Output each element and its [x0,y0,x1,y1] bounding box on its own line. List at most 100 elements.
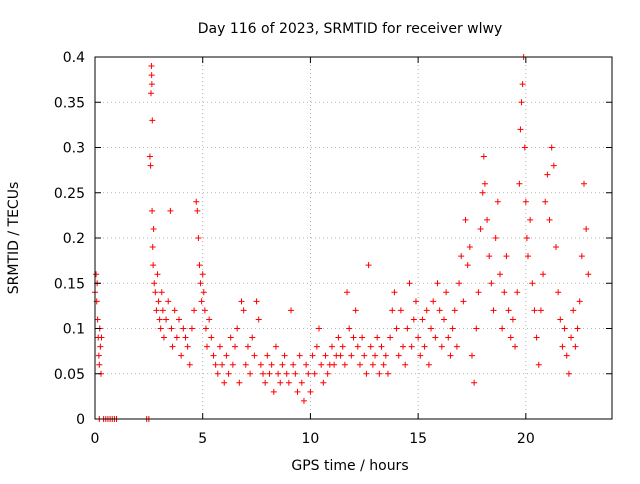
data-point [240,307,247,314]
data-point [572,343,579,350]
data-point [176,316,183,323]
data-point [521,144,528,151]
data-point [247,370,254,377]
data-point [196,262,203,269]
data-point [272,343,279,350]
data-point [402,361,409,368]
data-point [313,343,320,350]
data-point [363,370,370,377]
data-point [555,289,562,296]
data-point [178,352,185,359]
data-point [354,343,361,350]
data-point [395,352,402,359]
data-point [294,388,301,395]
data-point [468,352,475,359]
data-point [285,379,292,386]
y-tick-label: 0.2 [63,231,85,247]
data-point [281,352,288,359]
data-point [434,280,441,287]
data-point [464,262,471,269]
data-point [376,370,383,377]
data-point [148,63,155,70]
data-point [512,343,519,350]
data-point [322,352,329,359]
data-point [505,307,512,314]
data-point [389,307,396,314]
data-point [522,198,529,205]
data-point [425,361,432,368]
chart-title: Day 116 of 2023, SRMTID for receiver wlw… [198,21,503,37]
data-point [404,325,411,332]
data-point [148,81,155,88]
data-point [423,307,430,314]
data-point [180,325,187,332]
data-point [443,289,450,296]
data-point [552,244,559,251]
data-point [212,361,219,368]
data-point [378,343,385,350]
data-point [95,352,102,359]
data-point [223,352,230,359]
data-point [352,307,359,314]
data-point [456,280,463,287]
data-point [544,171,551,178]
data-point [169,343,176,350]
data-point [507,334,514,341]
data-point [479,189,486,196]
data-point [148,90,155,97]
data-point [428,325,435,332]
data-point [499,325,506,332]
y-tick-label: 0 [76,412,85,428]
data-point [198,298,205,305]
data-point [471,379,478,386]
plot-frame [94,56,613,420]
data-point [523,235,530,241]
data-point [316,325,323,332]
data-point [283,370,290,377]
data-point [492,235,499,241]
data-point [475,289,482,296]
data-point [152,289,159,296]
data-point [298,379,305,386]
data-point [171,307,178,314]
data-point [153,307,160,314]
data-point [516,180,523,187]
data-point [149,244,156,251]
data-point [563,352,570,359]
data-point [168,325,175,332]
data-point [527,216,534,223]
data-point [200,289,207,296]
data-point [253,298,260,305]
data-point [194,207,201,214]
data-point [445,334,452,341]
data-point [188,325,195,332]
data-point [514,289,521,296]
data-point [574,325,581,332]
data-point [576,298,583,305]
data-point [550,162,557,169]
data-point [214,370,221,377]
data-point [208,334,215,341]
data-point [270,388,277,395]
data-point [216,343,223,350]
data-point [260,370,267,377]
data-point [374,334,381,341]
data-point [277,379,284,386]
data-point [481,180,488,187]
data-point [155,298,162,305]
data-point [156,316,163,323]
y-tick-label: 0.35 [54,95,85,111]
data-point [303,361,310,368]
data-point [249,334,256,341]
data-point [147,162,154,169]
data-point [229,361,236,368]
data-point [93,271,100,278]
data-point [419,316,426,323]
data-point [438,343,445,350]
data-point [305,370,312,377]
data-point [221,379,228,386]
data-point [391,289,398,296]
data-point [535,361,542,368]
data-point [490,307,497,314]
data-point [242,361,249,368]
